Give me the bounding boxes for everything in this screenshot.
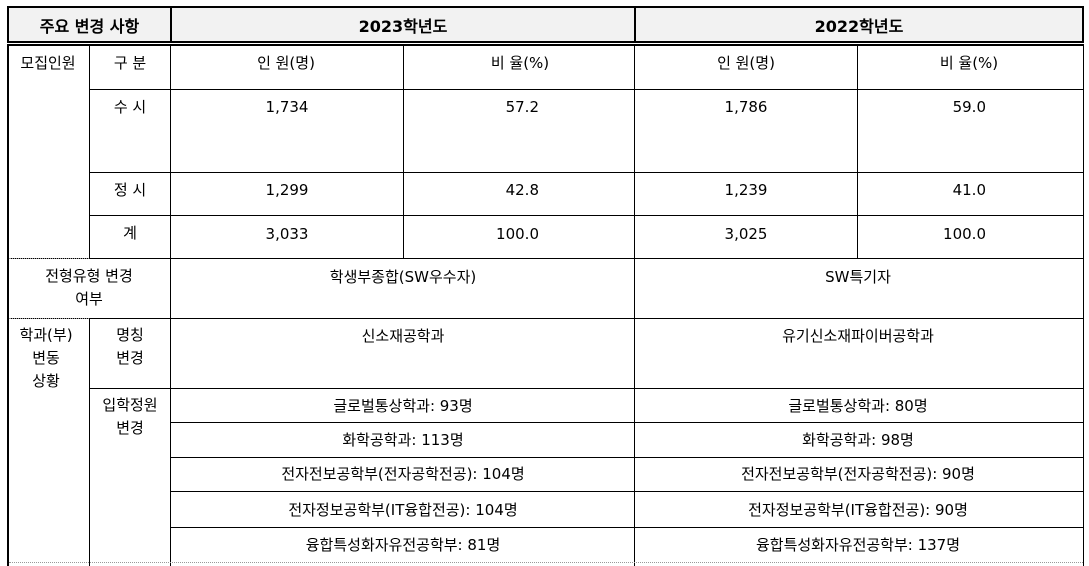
admission-type-label-line2: 여부 [75,290,103,308]
col-count-2023: 인 원(명) [257,54,315,72]
quota-row-5-2022: 융합특성화자유전공학부: 137명 [755,536,961,554]
total-ratio-2023: 100.0 [496,225,539,243]
col-ratio-2023: 비 율(%) [490,54,550,72]
dept-label: 학과(부) 변동 상황 [19,324,72,393]
rename-2023: 신소재공학과 [361,327,445,345]
quota-row-2-2023: 화학공학과: 113명 [342,431,464,449]
admission-type-label: 전형유형 변경 여부 [45,265,133,311]
header-2023-cell: 2023학년도 [170,6,636,43]
row-name-jeongsi: 정 시 [113,181,147,199]
susi-count-2022: 1,786 [724,98,768,116]
col-category: 구 분 [113,54,147,72]
header-2022: 2022학년도 [814,16,904,36]
jeongsi-ratio-2023: 42.8 [505,181,539,199]
rename-label-line1: 명칭 [116,326,144,344]
total-count-2022: 3,025 [724,225,768,243]
quota-row-1-2022: 글로벌통상학과: 80명 [788,397,928,415]
jeongsi-ratio-2022: 41.0 [952,181,986,199]
row-name-total: 계 [123,224,137,242]
header-2023: 2023학년도 [358,16,448,36]
header-title: 주요 변경 사항 [39,16,140,36]
dept-label-line2: 변동 [32,349,60,367]
col-count-2022: 인 원(명) [717,54,775,72]
admission-type-2023: 학생부종합(SW우수자) [329,268,477,286]
quota-row-4-2023: 전자정보공학부(IT융합전공): 104명 [288,501,518,519]
quota-row-1-2023: 글로벌통상학과: 93명 [333,397,473,415]
quota-label: 입학정원 변경 [102,394,157,440]
dept-label-line3: 상황 [32,372,60,390]
quota-row-4-2022: 전자정보공학부(IT융합전공): 90명 [748,501,968,519]
quota-row-3-2022: 전자전보공학부(전자공학전공): 90명 [741,465,975,483]
header-2022-cell: 2022학년도 [634,6,1084,43]
total-ratio-2022: 100.0 [943,225,986,243]
jeongsi-count-2023: 1,299 [265,181,309,199]
quota-label-line2: 변경 [116,419,144,437]
rename-label-line2: 변경 [116,349,144,367]
quota-row-2-2022: 화학공학과: 98명 [802,431,914,449]
quota-row-3-2023: 전자전보공학부(전자공학전공): 104명 [281,465,525,483]
rename-label: 명칭 변경 [116,324,144,370]
row-name-susi: 수 시 [113,98,147,116]
susi-count-2023: 1,734 [265,98,309,116]
total-count-2023: 3,033 [265,225,309,243]
col-ratio-2022: 비 율(%) [939,54,999,72]
admission-type-2022: SW특기자 [825,268,891,286]
quota-row-5-2023: 융합특성화자유전공학부: 81명 [305,536,501,554]
admission-type-label-line1: 전형유형 변경 [45,267,133,285]
dept-label-line1: 학과(부) [19,326,73,344]
quota-label-line1: 입학정원 [102,396,158,414]
jeongsi-count-2022: 1,239 [724,181,768,199]
recruit-label: 모집인원 [20,54,76,72]
susi-ratio-2022: 59.0 [952,98,986,116]
header-title-cell: 주요 변경 사항 [7,6,172,43]
rename-2022: 유기신소재파이버공학과 [782,327,934,345]
susi-ratio-2023: 57.2 [505,98,539,116]
